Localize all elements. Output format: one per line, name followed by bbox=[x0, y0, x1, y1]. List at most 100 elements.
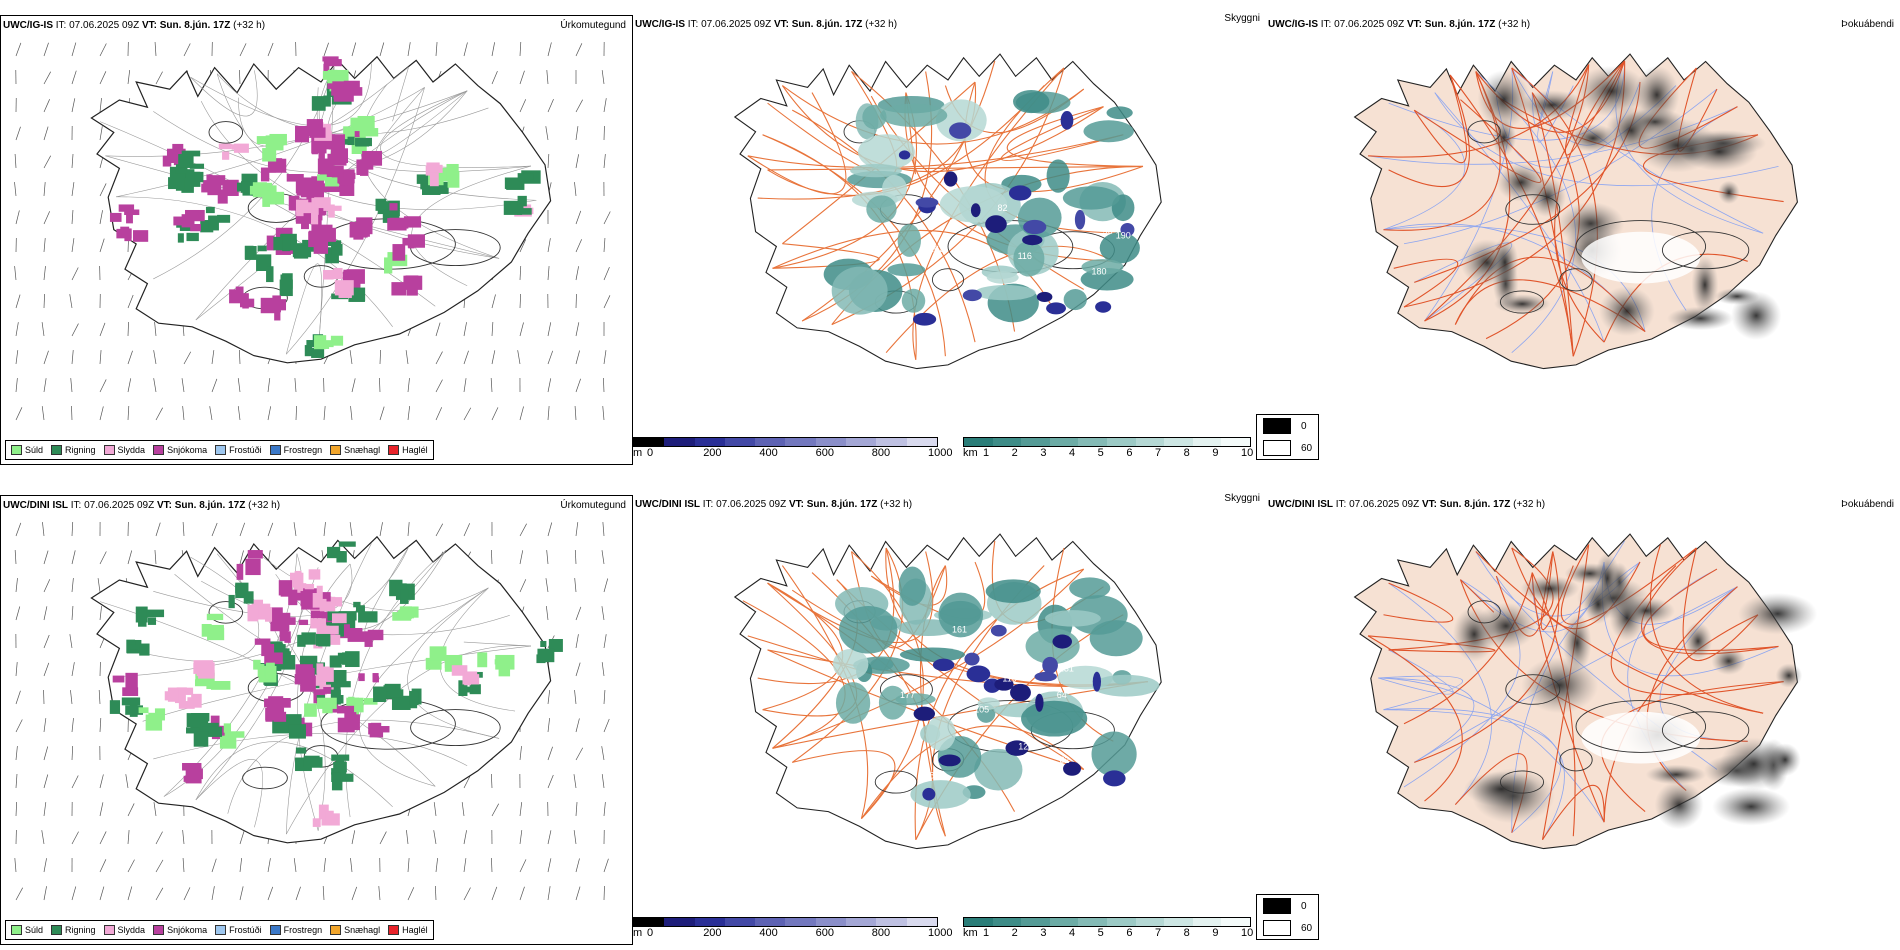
road bbox=[1378, 677, 1605, 823]
glacier-outline bbox=[1559, 268, 1593, 292]
precip-cell bbox=[129, 644, 139, 650]
precip-cell bbox=[331, 165, 344, 178]
precip-cell bbox=[323, 59, 342, 67]
wind-barb bbox=[99, 802, 104, 817]
precip-cell bbox=[331, 775, 343, 791]
wind-barb bbox=[433, 802, 437, 817]
precip-cell bbox=[292, 245, 312, 258]
ceiling-patch bbox=[949, 122, 972, 139]
wind-barb bbox=[463, 42, 468, 57]
panel-header: UWC/DINI ISL IT: 07.06.2025 09Z VT: Sun.… bbox=[3, 500, 281, 511]
colorbar-step bbox=[1221, 918, 1250, 926]
colorbar-ramp bbox=[633, 917, 938, 927]
wind-barb bbox=[293, 858, 297, 873]
wind-barb bbox=[435, 379, 443, 393]
precip-cell bbox=[333, 92, 349, 100]
road bbox=[115, 87, 425, 198]
precip-cell bbox=[495, 654, 515, 670]
precip-cell bbox=[178, 701, 195, 709]
legend-swatch bbox=[388, 445, 400, 455]
wind-barb bbox=[575, 99, 583, 113]
wind-barb bbox=[491, 857, 493, 873]
precip-type-map bbox=[14, 521, 610, 901]
precip-cell bbox=[402, 237, 410, 246]
wind-barb bbox=[603, 634, 607, 649]
wind-barb bbox=[211, 378, 218, 393]
precip-cell bbox=[167, 687, 179, 702]
wind-barb bbox=[295, 405, 297, 421]
ceiling-visibility-map: 125 119 177 116 161 131 129 81 82 105 64 bbox=[733, 533, 1162, 850]
legend-label: Snæhagl bbox=[344, 925, 381, 935]
wind-barb bbox=[574, 690, 577, 705]
ceiling-patch bbox=[915, 197, 939, 208]
wind-barb bbox=[547, 746, 553, 761]
ceiling-patch bbox=[1036, 291, 1053, 302]
visibility-patch bbox=[1063, 289, 1087, 311]
wind-barb bbox=[519, 830, 523, 845]
legend-item: Haglél bbox=[388, 445, 428, 455]
wind-barb bbox=[379, 831, 387, 845]
ceiling-patch bbox=[1034, 671, 1057, 682]
fog-panel-row2: UWC/DINI ISL IT: 07.06.2025 09Z VT: Sun.… bbox=[1256, 495, 1900, 945]
wind-barb bbox=[350, 858, 353, 873]
colorbar-step bbox=[1021, 918, 1050, 926]
wind-barb bbox=[323, 858, 326, 873]
wind-barb bbox=[15, 662, 18, 677]
precip-cell bbox=[186, 727, 200, 734]
ceiling-patch bbox=[1035, 693, 1044, 712]
road bbox=[190, 70, 258, 117]
road bbox=[767, 165, 1144, 171]
wind-barb bbox=[547, 830, 552, 845]
ceiling-patch bbox=[1008, 185, 1032, 201]
wind-barb bbox=[43, 718, 47, 733]
precip-cell bbox=[331, 772, 341, 782]
precip-cell bbox=[425, 657, 442, 670]
precip-cell bbox=[308, 569, 321, 580]
wind-barb bbox=[547, 522, 553, 537]
wind-barb bbox=[211, 858, 217, 873]
precip-cell bbox=[330, 335, 344, 346]
visibility-patch bbox=[880, 103, 948, 128]
wind-barb bbox=[267, 42, 274, 57]
wind-barb bbox=[407, 887, 415, 901]
road bbox=[782, 85, 1085, 145]
ceiling-value-label: 161 bbox=[952, 624, 967, 634]
precip-cell bbox=[185, 766, 202, 784]
precip-cell bbox=[331, 768, 339, 775]
legend-label: Súld bbox=[25, 925, 44, 935]
legend-swatch bbox=[215, 445, 227, 455]
ceiling-value-label: 190 bbox=[1116, 231, 1131, 241]
wind-barb bbox=[603, 295, 611, 309]
precip-cell bbox=[297, 634, 306, 647]
wind-barb bbox=[435, 322, 441, 337]
visibility-patch bbox=[866, 195, 897, 223]
wind-barb bbox=[351, 42, 357, 57]
precip-cell bbox=[138, 616, 147, 627]
glacier-outline bbox=[1467, 600, 1501, 624]
precip-cell bbox=[251, 599, 264, 606]
wind-barb bbox=[293, 522, 297, 537]
wind-barb bbox=[71, 718, 74, 733]
wind-barb bbox=[547, 774, 554, 789]
wind-barb bbox=[575, 634, 579, 649]
precip-cell bbox=[288, 195, 300, 211]
colorbar-step bbox=[1135, 438, 1165, 446]
ceiling-patch bbox=[943, 171, 958, 187]
colorbar-step bbox=[1049, 918, 1079, 926]
precip-cell bbox=[517, 173, 534, 180]
precip-cell bbox=[432, 164, 443, 173]
ceiling-patch bbox=[1023, 219, 1047, 235]
colorbar-tick-label: 3 bbox=[1040, 927, 1047, 939]
wind-barb bbox=[211, 522, 218, 537]
colorbar-tick-label: 1000 bbox=[928, 927, 953, 939]
ceiling-patch bbox=[1052, 634, 1073, 649]
visibility-patch bbox=[1045, 610, 1101, 627]
precip-cell bbox=[304, 583, 315, 590]
visibility-patches bbox=[823, 89, 1140, 326]
wind-barb bbox=[547, 350, 554, 365]
ceiling-patch bbox=[912, 312, 937, 326]
wind-barb bbox=[43, 126, 49, 141]
wind-barb bbox=[69, 634, 73, 649]
fog-blob bbox=[1491, 236, 1519, 288]
